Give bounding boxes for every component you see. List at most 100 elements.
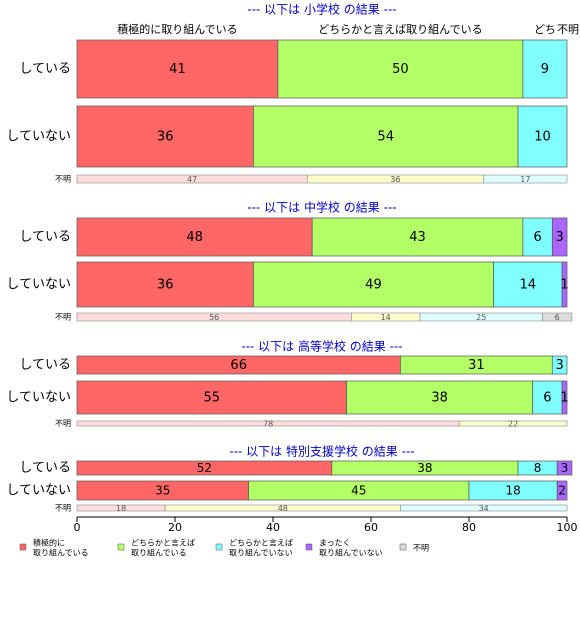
x-tick-label: 40 (266, 521, 280, 534)
value-label: 50 (392, 62, 409, 77)
value-label: 14 (381, 313, 391, 322)
value-label: 3 (561, 461, 569, 475)
bar-segment (532, 380, 563, 415)
value-label: 2 (558, 484, 566, 498)
legend-label: 取り組んでいない (229, 548, 293, 558)
panel-title: --- 以下は 高等学校 の結果 --- (241, 339, 402, 354)
x-tick-label: 20 (168, 521, 182, 534)
bar-segment (400, 504, 568, 512)
bar-segment (76, 39, 279, 99)
value-label: 6 (533, 230, 541, 245)
panel-title: --- 以下は 小学校 の結果 --- (247, 2, 396, 17)
bar-segment (522, 39, 568, 99)
value-label: 78 (263, 420, 273, 429)
column-header: 不明 (557, 23, 579, 36)
bar-segment (556, 460, 573, 476)
x-tick-label: 60 (364, 521, 378, 534)
value-label: 18 (116, 504, 126, 513)
row-label: していない (6, 129, 71, 144)
bar-segment (561, 261, 568, 308)
x-tick-label: 100 (557, 521, 578, 534)
bar-segment (551, 355, 568, 375)
value-label: 18 (505, 484, 520, 498)
value-label: 8 (534, 461, 542, 475)
value-label: 47 (187, 175, 197, 184)
value-label: 25 (476, 313, 486, 322)
row-label: 不明 (55, 175, 71, 184)
value-label: 1 (560, 391, 568, 406)
value-label: 6 (555, 313, 560, 322)
panel-title: --- 以下は 中学校 の結果 --- (247, 200, 396, 215)
legend-label: どちらかと言えば (229, 538, 293, 548)
bar-segment (522, 217, 553, 257)
value-label: 55 (203, 391, 220, 406)
row-label: 不明 (55, 419, 71, 428)
bar-segment (458, 420, 568, 427)
value-label: 17 (520, 175, 530, 184)
row-label: していない (6, 390, 71, 405)
row-label: している (19, 461, 71, 476)
bar-segment (542, 312, 573, 322)
value-label: 38 (431, 391, 448, 406)
row-label: 不明 (55, 504, 71, 513)
value-label: 41 (169, 62, 186, 77)
legend-label: 取り組んでいる (33, 548, 89, 558)
value-label: 49 (365, 278, 382, 293)
value-label: 3 (556, 230, 564, 245)
legend-label: どちらかと言えば (131, 538, 195, 548)
bar-segment (253, 105, 519, 168)
value-label: 31 (468, 358, 485, 373)
bar-segment (76, 380, 347, 415)
column-header: 積極的に取り組んでいる (117, 22, 237, 36)
value-label: 3 (556, 358, 564, 373)
panel-title: --- 以下は 特別支援学校 の結果 --- (229, 444, 414, 459)
row-label: していない (6, 483, 71, 498)
row-label: 不明 (55, 313, 71, 322)
bar-segment (277, 39, 524, 99)
bar-segment (483, 174, 568, 184)
value-label: 6 (543, 391, 551, 406)
x-tick-label: 80 (462, 521, 476, 534)
legend-swatch (117, 543, 125, 551)
row-label: している (19, 62, 71, 77)
value-label: 10 (534, 130, 551, 145)
value-label: 52 (197, 461, 212, 475)
legend-label: まったく (319, 539, 351, 548)
legend-swatch (19, 543, 27, 551)
bar-segment (551, 217, 568, 257)
column-header: どち (534, 23, 556, 36)
bar-segment (76, 217, 313, 257)
bar-segment (253, 261, 494, 308)
value-label: 36 (157, 130, 174, 145)
value-label: 54 (377, 130, 394, 145)
legend-label: 積極的に (33, 538, 65, 548)
row-label: していない (6, 277, 71, 292)
x-tick-label: 0 (74, 521, 81, 534)
legend-label: 取り組んでいる (131, 548, 187, 558)
bar-segment (561, 380, 568, 415)
value-label: 48 (278, 504, 288, 513)
row-label: している (19, 358, 71, 373)
legend-label: 不明 (413, 544, 429, 553)
legend-swatch (305, 543, 313, 551)
value-label: 35 (155, 484, 170, 498)
value-label: 34 (479, 504, 489, 513)
bar-segment (76, 105, 254, 168)
column-header: どちらかと言えば取り組んでいる (318, 23, 482, 36)
legend-swatch (215, 543, 223, 551)
value-label: 56 (209, 313, 219, 322)
bar-segment (493, 261, 563, 308)
value-label: 9 (541, 62, 549, 77)
value-label: 1 (560, 278, 568, 293)
value-label: 43 (409, 230, 426, 245)
bar-segment (346, 380, 534, 415)
legend-label: 取り組んでいない (319, 548, 383, 558)
value-label: 45 (351, 484, 366, 498)
bar-segment (517, 105, 568, 168)
value-label: 36 (157, 278, 174, 293)
value-label: 38 (417, 461, 432, 475)
value-label: 36 (390, 175, 400, 184)
row-label: している (19, 230, 71, 245)
bar-segment (556, 480, 568, 501)
